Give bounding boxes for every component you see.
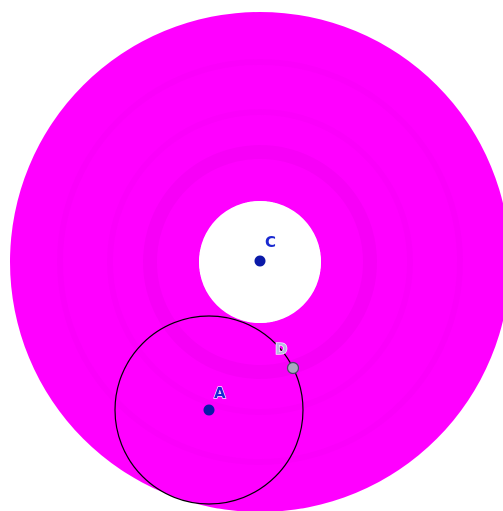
point-d[interactable] — [286, 361, 300, 375]
point-a[interactable] — [203, 404, 215, 416]
point-c-label: C — [265, 233, 276, 251]
annulus-texture-ring — [143, 145, 377, 379]
point-c[interactable] — [254, 255, 266, 267]
annulus-disk — [10, 12, 503, 511]
circle-centered-at-A[interactable] — [114, 315, 304, 505]
point-a-label: A — [214, 384, 226, 402]
annulus-texture-ring — [57, 59, 463, 465]
annulus-texture-ring — [107, 109, 413, 415]
annulus-region — [10, 12, 503, 511]
point-d-label: D — [275, 340, 287, 358]
